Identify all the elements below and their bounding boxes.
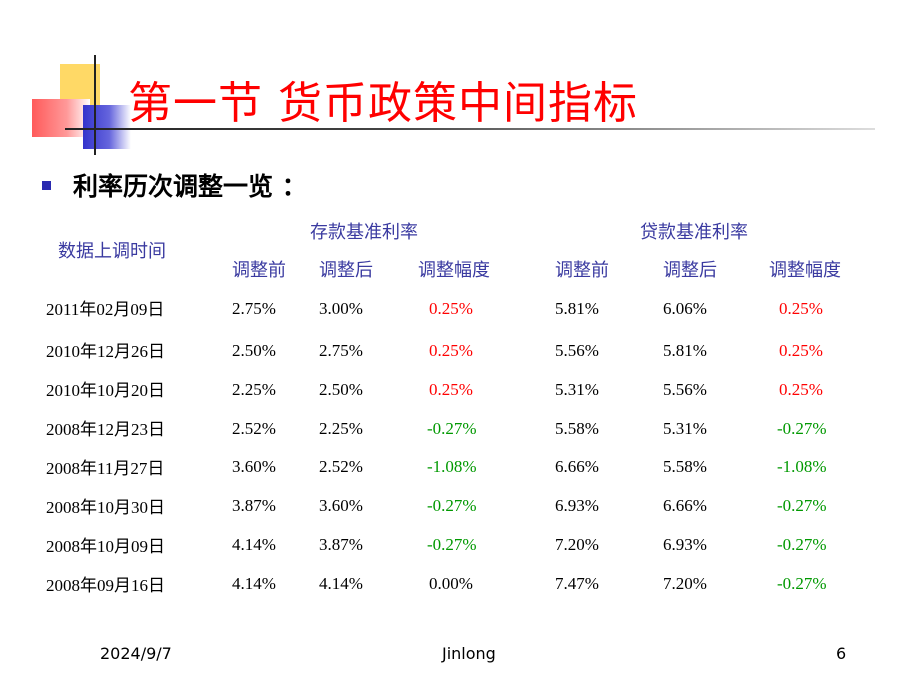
deposit-change-cell: 0.00% <box>429 574 473 593</box>
deposit-after-cell: 3.00% <box>319 299 363 318</box>
deposit-group-header: 存款基准利率 <box>310 222 418 243</box>
deposit-change-cell: -0.27% <box>427 535 477 554</box>
loan-after-cell: 5.58% <box>663 457 707 476</box>
deposit-change-cell: 0.25% <box>429 299 473 318</box>
deposit-after-cell: 4.14% <box>319 574 363 593</box>
subheader-deposit-after: 调整后 <box>319 260 373 281</box>
deposit-change-cell: -0.27% <box>427 496 477 515</box>
deposit-change-cell: -0.27% <box>427 419 477 438</box>
date-cell: 2008年11月27日 <box>46 459 165 478</box>
deposit-before-cell: 3.60% <box>232 457 276 476</box>
subheader-loan-after: 调整后 <box>663 260 717 281</box>
deposit-after-cell: 2.52% <box>319 457 363 476</box>
loan-after-cell: 5.81% <box>663 341 707 360</box>
loan-before-cell: 6.66% <box>555 457 599 476</box>
decor-vertical-line <box>94 55 96 155</box>
loan-change-cell: 0.25% <box>779 380 823 399</box>
deposit-before-cell: 2.52% <box>232 419 276 438</box>
deposit-before-cell: 2.50% <box>232 341 276 360</box>
loan-after-cell: 5.31% <box>663 419 707 438</box>
loan-change-cell: -0.27% <box>777 419 827 438</box>
subheader-deposit-change: 调整幅度 <box>418 260 490 281</box>
date-cell: 2011年02月09日 <box>46 300 165 319</box>
loan-change-cell: -0.27% <box>777 535 827 554</box>
subheader-loan-change: 调整幅度 <box>769 260 841 281</box>
deposit-after-cell: 2.50% <box>319 380 363 399</box>
date-cell: 2008年10月30日 <box>46 498 165 517</box>
deposit-before-cell: 4.14% <box>232 535 276 554</box>
loan-after-cell: 6.93% <box>663 535 707 554</box>
deposit-change-cell: 0.25% <box>429 341 473 360</box>
loan-before-cell: 6.93% <box>555 496 599 515</box>
bullet-square-icon <box>42 180 51 190</box>
deposit-before-cell: 4.14% <box>232 574 276 593</box>
deposit-after-cell: 3.87% <box>319 535 363 554</box>
date-cell: 2010年12月26日 <box>46 342 165 361</box>
date-cell: 2008年09月16日 <box>46 576 165 595</box>
deposit-after-cell: 2.25% <box>319 419 363 438</box>
deposit-change-cell: -1.08% <box>427 457 477 476</box>
deposit-after-cell: 2.75% <box>319 341 363 360</box>
loan-before-cell: 5.58% <box>555 419 599 438</box>
loan-before-cell: 5.56% <box>555 341 599 360</box>
loan-before-cell: 5.31% <box>555 380 599 399</box>
loan-change-cell: -0.27% <box>777 574 827 593</box>
loan-change-cell: -1.08% <box>777 457 827 476</box>
footer-date: 2024/9/7 <box>100 644 172 663</box>
deposit-change-cell: 0.25% <box>429 380 473 399</box>
date-cell: 2008年12月23日 <box>46 420 165 439</box>
loan-before-cell: 5.81% <box>555 299 599 318</box>
slide-title: 第一节 货币政策中间指标 <box>128 78 638 129</box>
subtitle-bullet: 利率历次调整一览 ： <box>42 168 307 202</box>
loan-change-cell: -0.27% <box>777 496 827 515</box>
loan-before-cell: 7.20% <box>555 535 599 554</box>
footer-author: Jinlong <box>442 644 496 663</box>
subheader-deposit-before: 调整前 <box>232 260 286 281</box>
deposit-after-cell: 3.60% <box>319 496 363 515</box>
deposit-before-cell: 3.87% <box>232 496 276 515</box>
title-underline <box>65 128 875 130</box>
loan-after-cell: 6.66% <box>663 496 707 515</box>
loan-change-cell: 0.25% <box>779 341 823 360</box>
date-cell: 2008年10月09日 <box>46 537 165 556</box>
slide-subtitle: 利率历次调整一览 ： <box>73 172 307 201</box>
decor-red-square <box>32 99 90 137</box>
loan-change-cell: 0.25% <box>779 299 823 318</box>
date-cell: 2010年10月20日 <box>46 381 165 400</box>
subheader-loan-before: 调整前 <box>555 260 609 281</box>
deposit-before-cell: 2.25% <box>232 380 276 399</box>
loan-after-cell: 7.20% <box>663 574 707 593</box>
loan-after-cell: 6.06% <box>663 299 707 318</box>
loan-before-cell: 7.47% <box>555 574 599 593</box>
loan-after-cell: 5.56% <box>663 380 707 399</box>
deposit-before-cell: 2.75% <box>232 299 276 318</box>
footer-page-number: 6 <box>836 644 847 663</box>
date-column-header: 数据上调时间 <box>58 241 166 262</box>
loan-group-header: 贷款基准利率 <box>640 222 748 243</box>
decor-blue-square <box>83 105 131 149</box>
